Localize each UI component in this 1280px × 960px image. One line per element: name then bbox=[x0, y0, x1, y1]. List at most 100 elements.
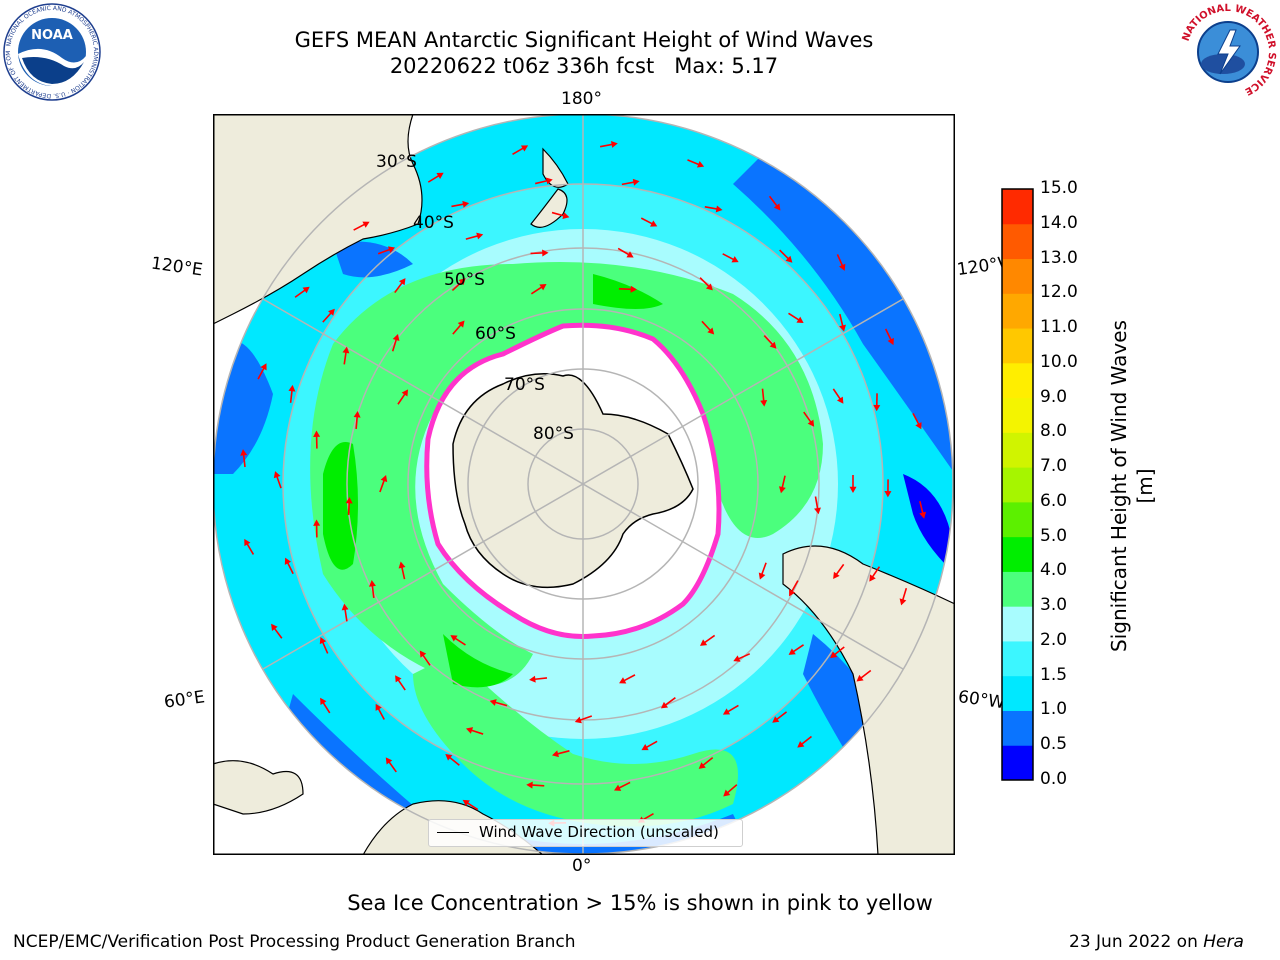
lat-label-50: 50°S bbox=[444, 270, 485, 290]
noaa-center-text: NOAA bbox=[31, 28, 73, 43]
wave-direction-arrowhead bbox=[884, 491, 892, 498]
wave-direction-arrowhead bbox=[772, 716, 780, 723]
colorbar-tick-label: 4.0 bbox=[1040, 560, 1068, 581]
wave-direction-arrowhead bbox=[551, 750, 559, 758]
wave-direction-arrowhead bbox=[462, 200, 470, 208]
wave-direction-arrowhead bbox=[873, 404, 881, 412]
wave-direction-arrowhead bbox=[856, 674, 864, 682]
wave-direction-arrowhead bbox=[650, 220, 658, 227]
lat-label-80: 80°S bbox=[533, 424, 574, 444]
wave-direction-arrowhead bbox=[698, 762, 706, 769]
wave-direction-arrowhead bbox=[869, 574, 876, 582]
wave-direction-arrow bbox=[347, 501, 351, 515]
wave-direction-arrow bbox=[781, 475, 786, 490]
wave-direction-arrow bbox=[578, 715, 593, 722]
footer-host: Hera bbox=[1203, 932, 1244, 952]
wave-direction-arrowhead bbox=[260, 363, 267, 371]
lon-label-top: 180° bbox=[561, 89, 602, 109]
sea-ice-caption: Sea Ice Concentration > 15% is shown in … bbox=[347, 891, 933, 915]
wave-direction-arrow bbox=[286, 561, 294, 575]
wave-direction-arrowhead bbox=[465, 727, 474, 734]
wave-direction-arrowhead bbox=[458, 278, 466, 286]
wave-direction-arrowhead bbox=[526, 781, 533, 789]
wave-direction-arrow bbox=[275, 475, 282, 489]
wave-direction-arrow bbox=[599, 143, 614, 148]
wave-direction-arrow bbox=[836, 254, 844, 268]
wave-direction-arrowhead bbox=[723, 789, 731, 797]
wave-direction-arrowhead bbox=[419, 650, 427, 658]
footer-date: 23 Jun 2022 on bbox=[1069, 932, 1204, 952]
wave-direction-arrow bbox=[779, 249, 790, 261]
wave-direction-arrow bbox=[790, 580, 799, 593]
wave-direction-arrow bbox=[760, 562, 767, 576]
wave-direction-arrow bbox=[391, 338, 398, 352]
wave-direction-arrowhead bbox=[273, 471, 281, 479]
wave-direction-arrow bbox=[377, 248, 392, 255]
wave-direction-arrowhead bbox=[915, 422, 922, 430]
colorbar-tick-label: 2.0 bbox=[1040, 629, 1068, 650]
lon-label-bottom: 0° bbox=[572, 856, 592, 876]
wave-direction-arrow bbox=[377, 707, 385, 720]
colorbar-band bbox=[1002, 223, 1033, 260]
wave-direction-arrow bbox=[294, 288, 307, 298]
wave-direction-arrowhead bbox=[626, 251, 634, 258]
wave-direction-arrow bbox=[788, 312, 801, 322]
wave-direction-arrow bbox=[617, 781, 631, 790]
wave-direction-arrow bbox=[871, 566, 881, 579]
wave-direction-arrowhead bbox=[244, 538, 251, 547]
wave-direction-arrow bbox=[551, 211, 566, 217]
wave-direction-arrowhead bbox=[830, 651, 838, 659]
wave-direction-arrow bbox=[321, 640, 329, 654]
colorbar-tick-label: 0.5 bbox=[1040, 734, 1068, 755]
wave-direction-arrow bbox=[726, 704, 739, 713]
wave-direction-arrowhead bbox=[489, 699, 497, 706]
colorbar-tick-label: 7.0 bbox=[1040, 456, 1068, 477]
map-panel bbox=[213, 114, 955, 855]
legend-line-swatch bbox=[437, 832, 469, 833]
nws-logo: NATIONAL WEATHER SERVICE bbox=[1180, 3, 1277, 100]
wave-direction-arrowhead bbox=[788, 648, 796, 655]
wave-direction-arrowhead bbox=[313, 519, 321, 526]
wave-direction-arrow bbox=[534, 179, 549, 185]
colorbar-tick-label: 5.0 bbox=[1040, 525, 1068, 546]
wave-direction-arrow bbox=[344, 607, 348, 622]
colorbar-tick-label: 15.0 bbox=[1040, 178, 1078, 198]
wave-direction-arrow bbox=[396, 678, 406, 691]
wave-direction-arrowhead bbox=[849, 486, 857, 493]
wave-direction-arrow bbox=[701, 756, 714, 767]
south-america-landmass bbox=[782, 545, 955, 855]
colorbar-tick-label: 1.5 bbox=[1040, 664, 1068, 685]
wave-direction-arrow bbox=[737, 653, 751, 661]
wave-direction-arrowhead bbox=[789, 589, 796, 597]
wave-direction-arrowhead bbox=[833, 571, 840, 579]
wave-direction-arrow bbox=[726, 784, 738, 795]
wave-direction-arrow bbox=[761, 388, 765, 403]
wave-direction-arrow bbox=[617, 247, 631, 256]
wave-direction-arrowhead bbox=[520, 145, 529, 152]
wave-direction-arrow bbox=[289, 389, 293, 403]
wave-direction-arrowhead bbox=[715, 205, 723, 213]
wave-direction-arrowhead bbox=[542, 249, 549, 257]
wave-direction-arrowhead bbox=[839, 324, 846, 332]
wind-wave-arrows bbox=[240, 141, 927, 827]
wave-direction-arrowhead bbox=[362, 221, 370, 228]
wave-direction-arrow bbox=[387, 760, 397, 773]
wave-direction-arrowhead bbox=[919, 511, 927, 519]
wave-direction-arrowhead bbox=[707, 327, 715, 335]
wave-direction-arrowhead bbox=[630, 285, 637, 293]
colorbar-label: Significant Height of Wind Waves [m] bbox=[1107, 320, 1157, 652]
lat-label-40: 40°S bbox=[413, 213, 454, 233]
wave-direction-arrowhead bbox=[240, 449, 248, 456]
wave-direction-arrow bbox=[704, 206, 719, 211]
wave-direction-arrow bbox=[919, 501, 924, 515]
wave-direction-arrowhead bbox=[380, 475, 388, 483]
wave-direction-arrowhead bbox=[641, 744, 649, 751]
colorbar-band bbox=[1002, 328, 1033, 364]
wave-direction-arrowhead bbox=[836, 396, 844, 404]
wave-direction-arrowhead bbox=[398, 561, 406, 569]
wave-direction-arrow bbox=[833, 646, 845, 656]
wave-direction-arrow bbox=[800, 735, 812, 746]
wave-direction-arrow bbox=[703, 634, 716, 644]
lon-label-lower-left: 60°E bbox=[162, 687, 207, 713]
wave-direction-arrow bbox=[453, 636, 466, 646]
